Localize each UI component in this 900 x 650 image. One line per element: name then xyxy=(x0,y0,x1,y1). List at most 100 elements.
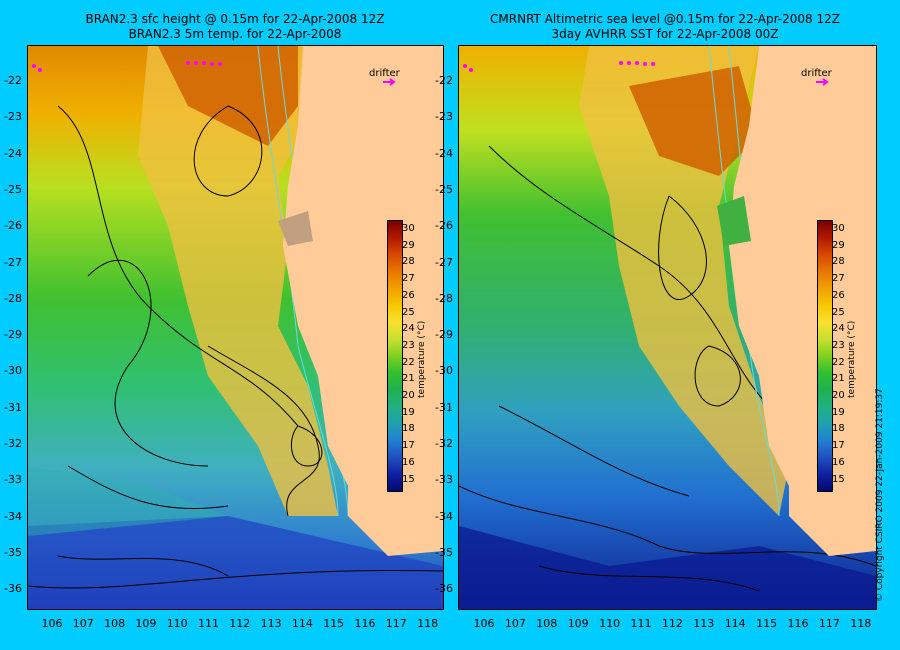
latitude-tick-label: -23 xyxy=(435,110,453,124)
longitude-tick-label: 106 xyxy=(473,617,495,630)
colorbar-tick-label: 17 xyxy=(402,440,415,452)
drifter-track-point xyxy=(194,61,198,65)
copyright-notice: © Copyright CSIRO 2009 22-Jan-2009 21:19… xyxy=(875,388,885,602)
longitude-tick-label: 108 xyxy=(104,617,126,630)
colorbar-tick-label: 19 xyxy=(402,406,415,418)
colorbar-tick-label: 21 xyxy=(832,373,845,385)
colorbar-tick-label: 23 xyxy=(832,339,845,351)
colorbar-tick-label: 23 xyxy=(402,339,415,351)
colorbar-tick-label: 21 xyxy=(402,373,415,385)
colorbar-tick-label: 24 xyxy=(832,323,845,335)
colorbar-tick-label: 20 xyxy=(832,390,845,401)
latitude-tick-label: -22 xyxy=(435,74,453,87)
longitude-tick-label: 111 xyxy=(198,617,219,630)
latitude-tick-label: -30 xyxy=(4,364,22,378)
latitude-tick-label: -23 xyxy=(4,110,22,124)
longitude-tick-label: 109 xyxy=(567,617,589,630)
colorbar-tick-label: 24 xyxy=(402,323,415,335)
left-title-line2: BRAN2.3 5m temp. for 22-Apr-2008 xyxy=(128,27,342,41)
latitude-tick-label: -33 xyxy=(435,473,453,487)
drifter-track-point xyxy=(38,68,42,72)
drifter-legend-arrow xyxy=(816,78,829,86)
right-title-line1: CMRNRT Altimetric sea level @0.15m for 2… xyxy=(490,12,840,26)
colorbar-tick-label: 22 xyxy=(402,356,415,368)
longitude-tick-label: 109 xyxy=(135,617,157,630)
longitude-tick-label: 113 xyxy=(693,617,715,630)
colorbar-tick-label: 27 xyxy=(402,273,415,285)
longitude-tick-label: 116 xyxy=(787,617,809,630)
colorbar-tick-label: 17 xyxy=(832,440,845,452)
drifter-track-point xyxy=(218,62,222,66)
colorbar-tick-label: 30 xyxy=(402,223,415,234)
right-observed-sst-map xyxy=(458,45,877,610)
latitude-tick-label: -31 xyxy=(435,400,453,414)
drifter-track-point xyxy=(32,64,36,68)
longitude-tick-label: 114 xyxy=(724,617,746,630)
drifter-label-right: drifter xyxy=(801,68,832,79)
right-temperature-colorbar xyxy=(817,220,833,492)
colorbar-tick-label: 18 xyxy=(402,423,415,435)
latitude-tick-label: -31 xyxy=(4,400,22,414)
latitude-tick-label: -26 xyxy=(435,219,453,233)
colorbar-tick-label: 26 xyxy=(832,289,845,301)
latitude-tick-label: -35 xyxy=(435,545,453,559)
latitude-tick-label: -35 xyxy=(4,545,22,559)
drifter-label-left: drifter xyxy=(369,68,400,79)
longitude-tick-label: 111 xyxy=(630,617,652,630)
colorbar-tick-label: 20 xyxy=(402,390,415,401)
colorbar-tick-label: 15 xyxy=(832,473,845,485)
latitude-tick-label: -34 xyxy=(4,509,22,523)
drifter-track-point xyxy=(643,62,647,66)
right-map-title: CMRNRT Altimetric sea level @0.15m for 2… xyxy=(455,12,875,42)
latitude-tick-label: -26 xyxy=(4,219,22,233)
longitude-tick-label: 116 xyxy=(354,617,376,630)
left-colorbar-title: temperature (°C) xyxy=(417,320,427,398)
longitude-tick-label: 117 xyxy=(385,617,407,630)
latitude-tick-label: -27 xyxy=(435,255,453,269)
colorbar-tick-label: 28 xyxy=(832,256,845,268)
latitude-tick-label: -24 xyxy=(4,146,22,160)
latitude-tick-label: -28 xyxy=(4,291,22,305)
drifter-track-point xyxy=(186,61,190,65)
longitude-tick-label: 112 xyxy=(229,617,251,630)
right-title-line2: 3day AVHRR SST for 22-Apr-2008 00Z xyxy=(551,27,779,41)
left-map-graphic xyxy=(28,46,443,609)
left-model-sst-map xyxy=(27,45,444,610)
latitude-tick-label: -32 xyxy=(435,437,453,450)
drifter-track-point xyxy=(469,68,473,72)
longitude-tick-label: 118 xyxy=(850,617,872,630)
longitude-tick-label: 107 xyxy=(72,617,94,630)
colorbar-tick-label: 29 xyxy=(402,239,415,251)
longitude-tick-label: 110 xyxy=(166,617,188,630)
drifter-track-point xyxy=(635,61,639,65)
right-map-graphic xyxy=(459,46,876,609)
colorbar-tick-label: 19 xyxy=(832,406,845,418)
latitude-tick-label: -28 xyxy=(435,291,453,305)
colorbar-tick-label: 18 xyxy=(832,423,845,435)
colorbar-tick-label: 15 xyxy=(402,473,415,485)
colorbar-tick-label: 16 xyxy=(832,456,845,468)
left-temperature-colorbar xyxy=(387,220,403,492)
latitude-tick-label: -32 xyxy=(4,437,22,450)
colorbar-tick-label: 16 xyxy=(402,456,415,468)
latitude-tick-label: -25 xyxy=(4,182,22,196)
drifter-legend-arrow xyxy=(383,78,396,86)
latitude-tick-label: -22 xyxy=(4,74,22,87)
longitude-tick-label: 117 xyxy=(818,617,840,630)
longitude-tick-label: 115 xyxy=(323,617,345,630)
colorbar-tick-label: 26 xyxy=(402,289,415,301)
latitude-tick-label: -29 xyxy=(4,328,22,342)
longitude-tick-label: 115 xyxy=(756,617,778,630)
latitude-tick-label: -34 xyxy=(435,509,453,523)
colorbar-tick-label: 22 xyxy=(832,356,845,368)
right-colorbar-title: temperature (°C) xyxy=(847,320,857,398)
latitude-tick-label: -24 xyxy=(435,146,453,160)
latitude-tick-label: -27 xyxy=(4,255,22,269)
longitude-tick-label: 114 xyxy=(291,617,313,630)
drifter-track-point xyxy=(619,61,623,65)
longitude-tick-label: 118 xyxy=(417,617,439,630)
colorbar-tick-label: 29 xyxy=(832,239,845,251)
drifter-track-point xyxy=(463,64,467,68)
drifter-track-point xyxy=(651,62,655,66)
latitude-tick-label: -29 xyxy=(435,328,453,342)
